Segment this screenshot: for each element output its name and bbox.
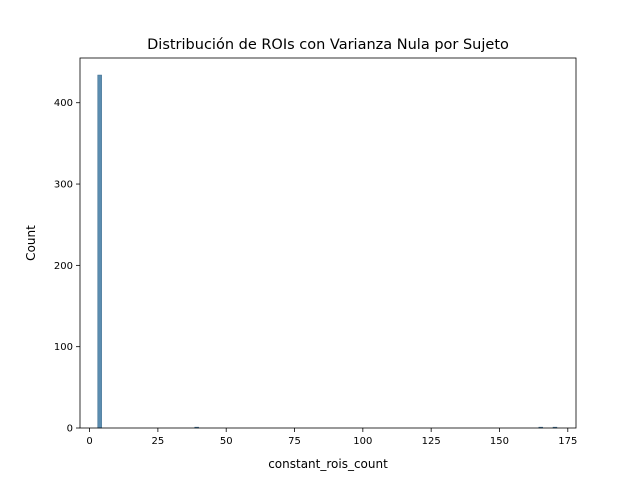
y-tick-label: 100 xyxy=(54,342,73,353)
y-axis-label: Count xyxy=(24,225,38,261)
x-tick-label: 175 xyxy=(558,436,577,447)
y-tick-label: 0 xyxy=(67,424,73,435)
plot-frame xyxy=(79,57,577,429)
plot-area: 0 25 50 75 100 125 150 175 0 100 200 300 400 xyxy=(54,57,577,447)
x-tick-label: 100 xyxy=(353,436,372,447)
histogram-bar xyxy=(97,74,102,429)
x-tick-label: 75 xyxy=(288,436,301,447)
x-tick-label: 50 xyxy=(220,436,233,447)
x-tick-label: 150 xyxy=(490,436,509,447)
x-tick-label: 0 xyxy=(86,436,92,447)
y-tick-label: 300 xyxy=(54,180,73,191)
y-axis-ticks: 0 100 200 300 400 xyxy=(54,98,80,435)
y-tick-label: 200 xyxy=(54,261,73,272)
x-axis-ticks: 0 25 50 75 100 125 150 175 xyxy=(86,428,577,447)
x-tick-label: 125 xyxy=(422,436,441,447)
chart-title: Distribución de ROIs con Varianza Nula p… xyxy=(147,37,509,53)
y-tick-label: 400 xyxy=(54,98,73,109)
x-tick-label: 25 xyxy=(152,436,165,447)
x-axis-label: constant_rois_count xyxy=(268,457,388,471)
